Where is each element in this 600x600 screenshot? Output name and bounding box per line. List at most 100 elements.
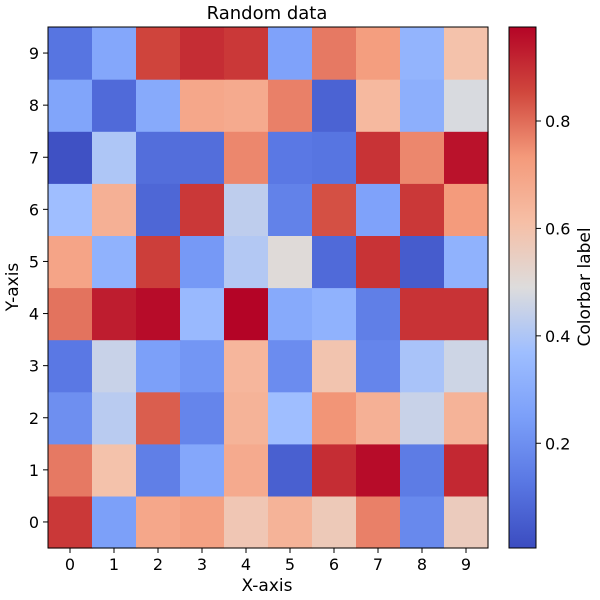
heatmap-cell xyxy=(268,235,313,289)
heatmap-cell xyxy=(400,27,445,80)
heatmap-cell xyxy=(224,27,269,80)
heatmap-cell xyxy=(136,183,181,236)
heatmap-cell xyxy=(136,79,181,132)
heatmap-cell xyxy=(312,79,357,132)
x-tick-label: 5 xyxy=(285,555,295,574)
colorbar-tick-label: 0.6 xyxy=(545,219,570,238)
heatmap-cell xyxy=(180,235,225,289)
heatmap-cell xyxy=(444,443,489,497)
y-axis-label: Y-axis xyxy=(3,263,23,313)
heatmap-cell xyxy=(268,287,313,341)
heatmap-cell xyxy=(268,183,313,236)
heatmap-cell xyxy=(224,391,269,445)
x-tick-label: 8 xyxy=(417,555,427,574)
y-tick-label: 5 xyxy=(29,252,39,271)
x-tick-label: 6 xyxy=(329,555,339,574)
heatmap-cell xyxy=(444,131,489,184)
heatmap-cell xyxy=(356,79,401,132)
heatmap-cell xyxy=(48,27,93,80)
heatmap-cell xyxy=(48,183,93,236)
colorbar-tick-label: 0.8 xyxy=(545,112,570,131)
heatmap-cell xyxy=(136,235,181,289)
heatmap-cell xyxy=(268,391,313,445)
heatmap-cell xyxy=(268,339,313,393)
heatmap-cell xyxy=(356,27,401,80)
heatmap-cell xyxy=(136,391,181,445)
heatmap-cell xyxy=(92,131,137,184)
y-tick-label: 0 xyxy=(29,513,39,532)
chart-title: Random data xyxy=(207,3,328,24)
heatmap-cell xyxy=(136,287,181,341)
heatmap-cell xyxy=(136,131,181,184)
x-tick-label: 2 xyxy=(153,555,163,574)
heatmap-cell xyxy=(92,443,137,497)
heatmap-cell xyxy=(180,391,225,445)
heatmap-cell xyxy=(444,339,489,393)
y-tick-label: 4 xyxy=(29,305,39,324)
x-tick-label: 9 xyxy=(461,555,471,574)
heatmap-cell xyxy=(312,27,357,80)
heatmap-cell xyxy=(356,287,401,341)
colorbar xyxy=(508,26,537,549)
heatmap-cell xyxy=(312,287,357,341)
heatmap-cell xyxy=(180,79,225,132)
heatmap-cell xyxy=(312,183,357,236)
y-tick-label: 9 xyxy=(29,44,39,63)
heatmap-cell xyxy=(180,339,225,393)
heatmap-cell xyxy=(400,339,445,393)
heatmap-cell xyxy=(400,443,445,497)
heatmap-cell xyxy=(444,495,489,549)
colorbar-tick-label: 0.2 xyxy=(545,434,570,453)
heatmap-cell xyxy=(444,183,489,236)
heatmap-cell xyxy=(268,79,313,132)
heatmap-cell xyxy=(400,183,445,236)
heatmap-cell xyxy=(312,235,357,289)
heatmap-cell xyxy=(444,27,489,80)
heatmap-cell xyxy=(312,391,357,445)
heatmap-cell xyxy=(312,339,357,393)
heatmap-cell xyxy=(92,287,137,341)
heatmap-cell xyxy=(92,339,137,393)
heatmap-cell xyxy=(48,495,93,549)
heatmap-cell xyxy=(268,443,313,497)
x-tick-label: 1 xyxy=(109,555,119,574)
heatmap-cell xyxy=(92,27,137,80)
heatmap-cell xyxy=(312,131,357,184)
heatmap-cell xyxy=(400,287,445,341)
heatmap-cell xyxy=(400,79,445,132)
heatmap-cell xyxy=(180,183,225,236)
heatmap-cell xyxy=(400,131,445,184)
heatmap-cell xyxy=(356,391,401,445)
heatmap-cell xyxy=(48,391,93,445)
heatmap-cell xyxy=(48,131,93,184)
colorbar-label: Colorbar label xyxy=(575,227,595,346)
heatmap-cell xyxy=(356,495,401,549)
heatmap-cell xyxy=(180,131,225,184)
heatmap-cell xyxy=(224,287,269,341)
heatmap-cell xyxy=(48,235,93,289)
x-axis-label: X-axis xyxy=(242,576,293,596)
heatmap-cell xyxy=(180,287,225,341)
heatmap-cell xyxy=(48,443,93,497)
heatmap-cell xyxy=(356,443,401,497)
heatmap-cell xyxy=(224,495,269,549)
heatmap-cell xyxy=(180,27,225,80)
heatmap-cell xyxy=(92,391,137,445)
x-axis-ticks: 0 1 2 3 4 5 6 7 8 9 xyxy=(65,548,471,574)
heatmap-cell xyxy=(312,495,357,549)
y-tick-label: 1 xyxy=(29,461,39,480)
heatmap-cell xyxy=(444,391,489,445)
heatmap-cell xyxy=(92,235,137,289)
heatmap-cell xyxy=(224,443,269,497)
heatmap-cell xyxy=(136,443,181,497)
heatmap-cell xyxy=(180,443,225,497)
heatmap-cell xyxy=(92,495,137,549)
plot-frame xyxy=(47,26,489,549)
x-tick-label: 3 xyxy=(197,555,207,574)
heatmap-cell xyxy=(136,27,181,80)
heatmap-cell xyxy=(136,339,181,393)
y-tick-label: 6 xyxy=(29,200,39,219)
y-tick-label: 2 xyxy=(29,409,39,428)
heatmap-cell xyxy=(48,287,93,341)
